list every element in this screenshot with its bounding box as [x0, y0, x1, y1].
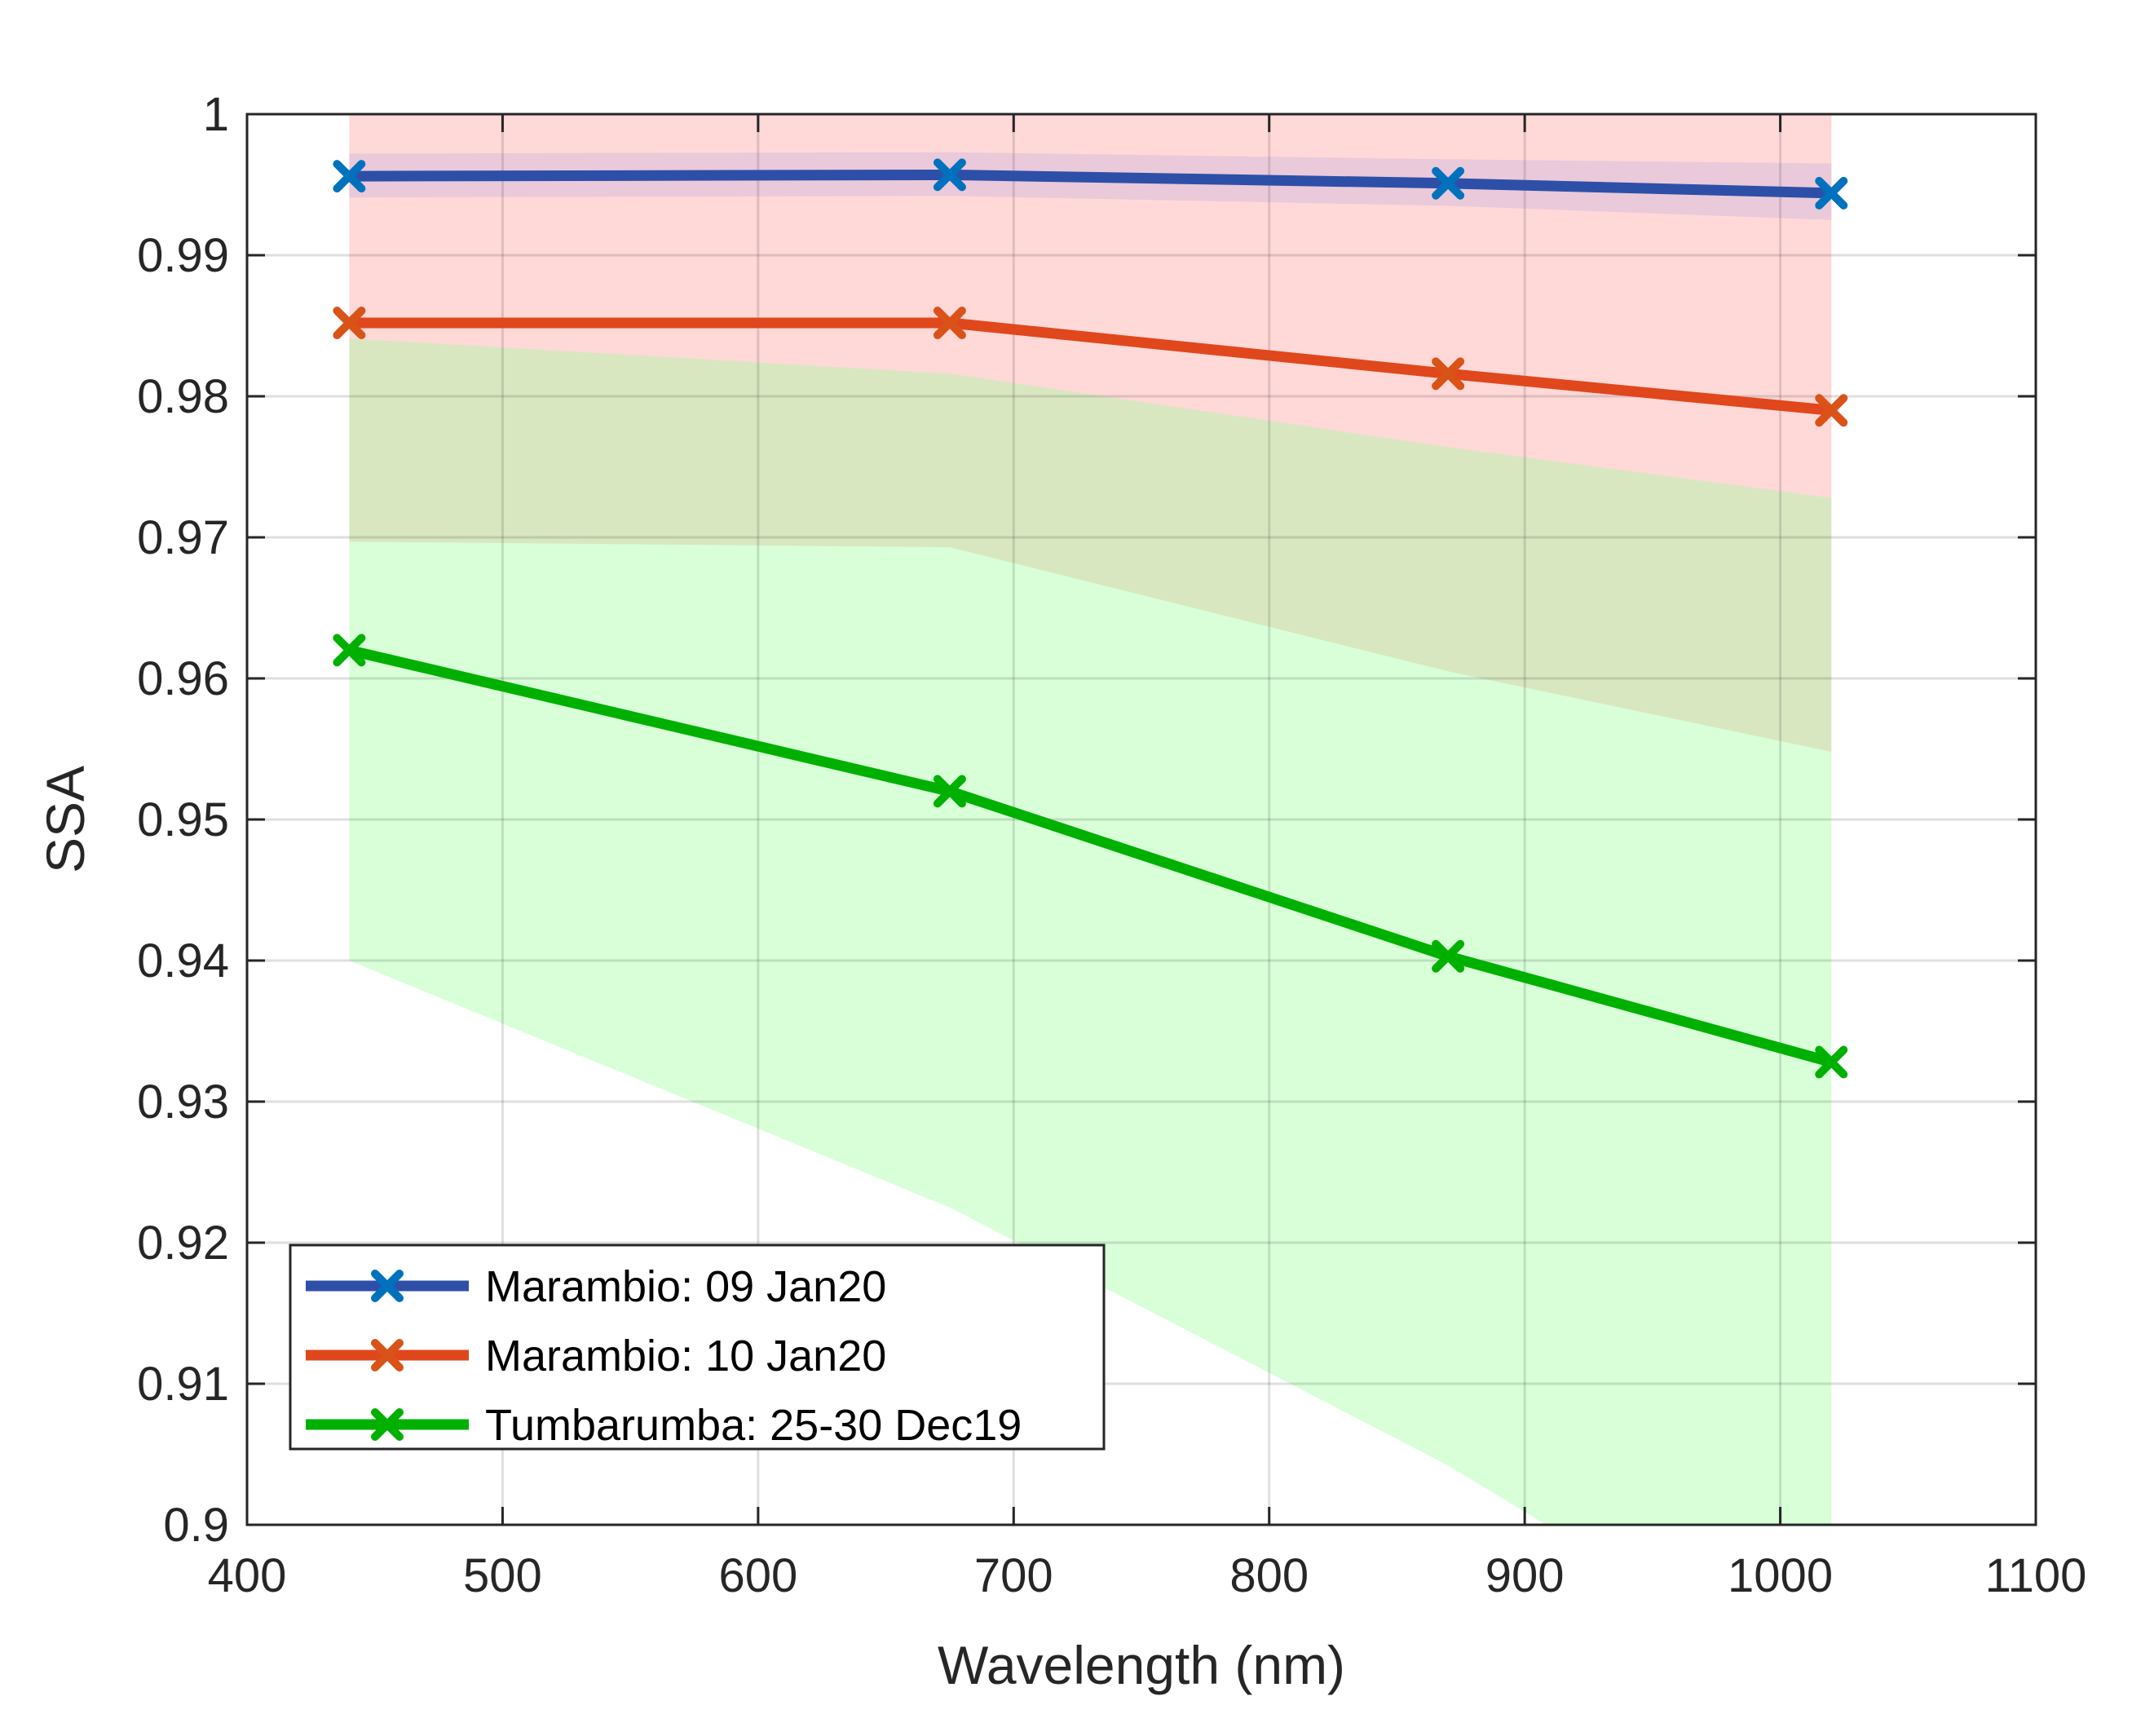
y-tick-labels: 0.9 0.91 0.92 0.93 0.94 0.95 0.96 0.97 0.98 0.99 1: [137, 88, 229, 1552]
uncertainty-band-3: [349, 338, 1832, 1525]
y-tick-label: 1: [203, 88, 229, 141]
axis-ticks: [245, 113, 2037, 1526]
legend-label-2: Marambio: 10 Jan20: [485, 1332, 886, 1380]
data-point-series-3: [1432, 939, 1465, 973]
data-point-series-3: [333, 634, 366, 667]
series-line-1: [343, 169, 1837, 199]
x-tick-label: 400: [208, 1549, 287, 1602]
y-tick-label: 0.94: [137, 934, 229, 987]
x-axis-title: Wavelength (nm): [938, 1635, 1345, 1695]
legend-box: [289, 1243, 1106, 1451]
y-axis-title: SSA: [35, 766, 95, 873]
y-tick-label: 0.96: [137, 652, 229, 705]
x-tick-label: 1000: [1728, 1549, 1833, 1602]
data-point-series-2: [933, 307, 966, 340]
legend-label-3: Tumbarumba: 25-30 Dec19: [485, 1401, 1022, 1450]
y-tick-label: 0.9: [163, 1499, 229, 1552]
x-tick-label: 1100: [1985, 1549, 2087, 1602]
x-tick-label: 900: [1485, 1549, 1565, 1602]
legend-marker-3: [371, 1408, 404, 1441]
y-tick-label: 0.92: [137, 1217, 229, 1270]
legend-marker-2: [371, 1339, 404, 1372]
x-tick-labels: 400 500 600 700 800 900 1000 1100: [208, 1549, 2087, 1602]
data-point-series-2: [333, 307, 366, 340]
x-tick-label: 700: [974, 1549, 1053, 1602]
data-point-series-2: [1432, 357, 1465, 391]
series-lines: [343, 169, 1837, 1068]
x-tick-label: 500: [463, 1549, 542, 1602]
data-point-series-3: [1815, 1045, 1848, 1079]
data-point-series-1: [333, 160, 366, 193]
data-point-series-1: [1815, 176, 1848, 210]
y-tick-label: 0.93: [137, 1076, 229, 1129]
legend: Marambio: 09 Jan20 Marambio: 10 Jan20 Tumb…: [289, 1243, 1106, 1451]
data-point-series-1: [933, 158, 966, 192]
series-line-3: [343, 644, 1837, 1068]
y-tick-label: 0.99: [137, 229, 229, 282]
y-tick-label: 0.95: [137, 793, 229, 846]
series-line-2: [343, 317, 1837, 416]
data-point-series-1: [1432, 166, 1465, 200]
grid-lines: [247, 114, 2036, 1525]
y-tick-label: 0.98: [137, 370, 229, 423]
data-point-series-2: [1815, 394, 1848, 427]
legend-label-1: Marambio: 09 Jan20: [485, 1262, 886, 1311]
legend-marker-1: [371, 1270, 404, 1302]
x-tick-label: 800: [1229, 1549, 1309, 1602]
y-tick-label: 0.97: [137, 511, 229, 564]
x-tick-label: 600: [718, 1549, 797, 1602]
uncertainty-band-2: [349, 114, 1832, 752]
data-point-series-3: [933, 775, 966, 808]
series-markers: [333, 158, 1848, 1079]
y-tick-label: 0.91: [137, 1358, 229, 1411]
